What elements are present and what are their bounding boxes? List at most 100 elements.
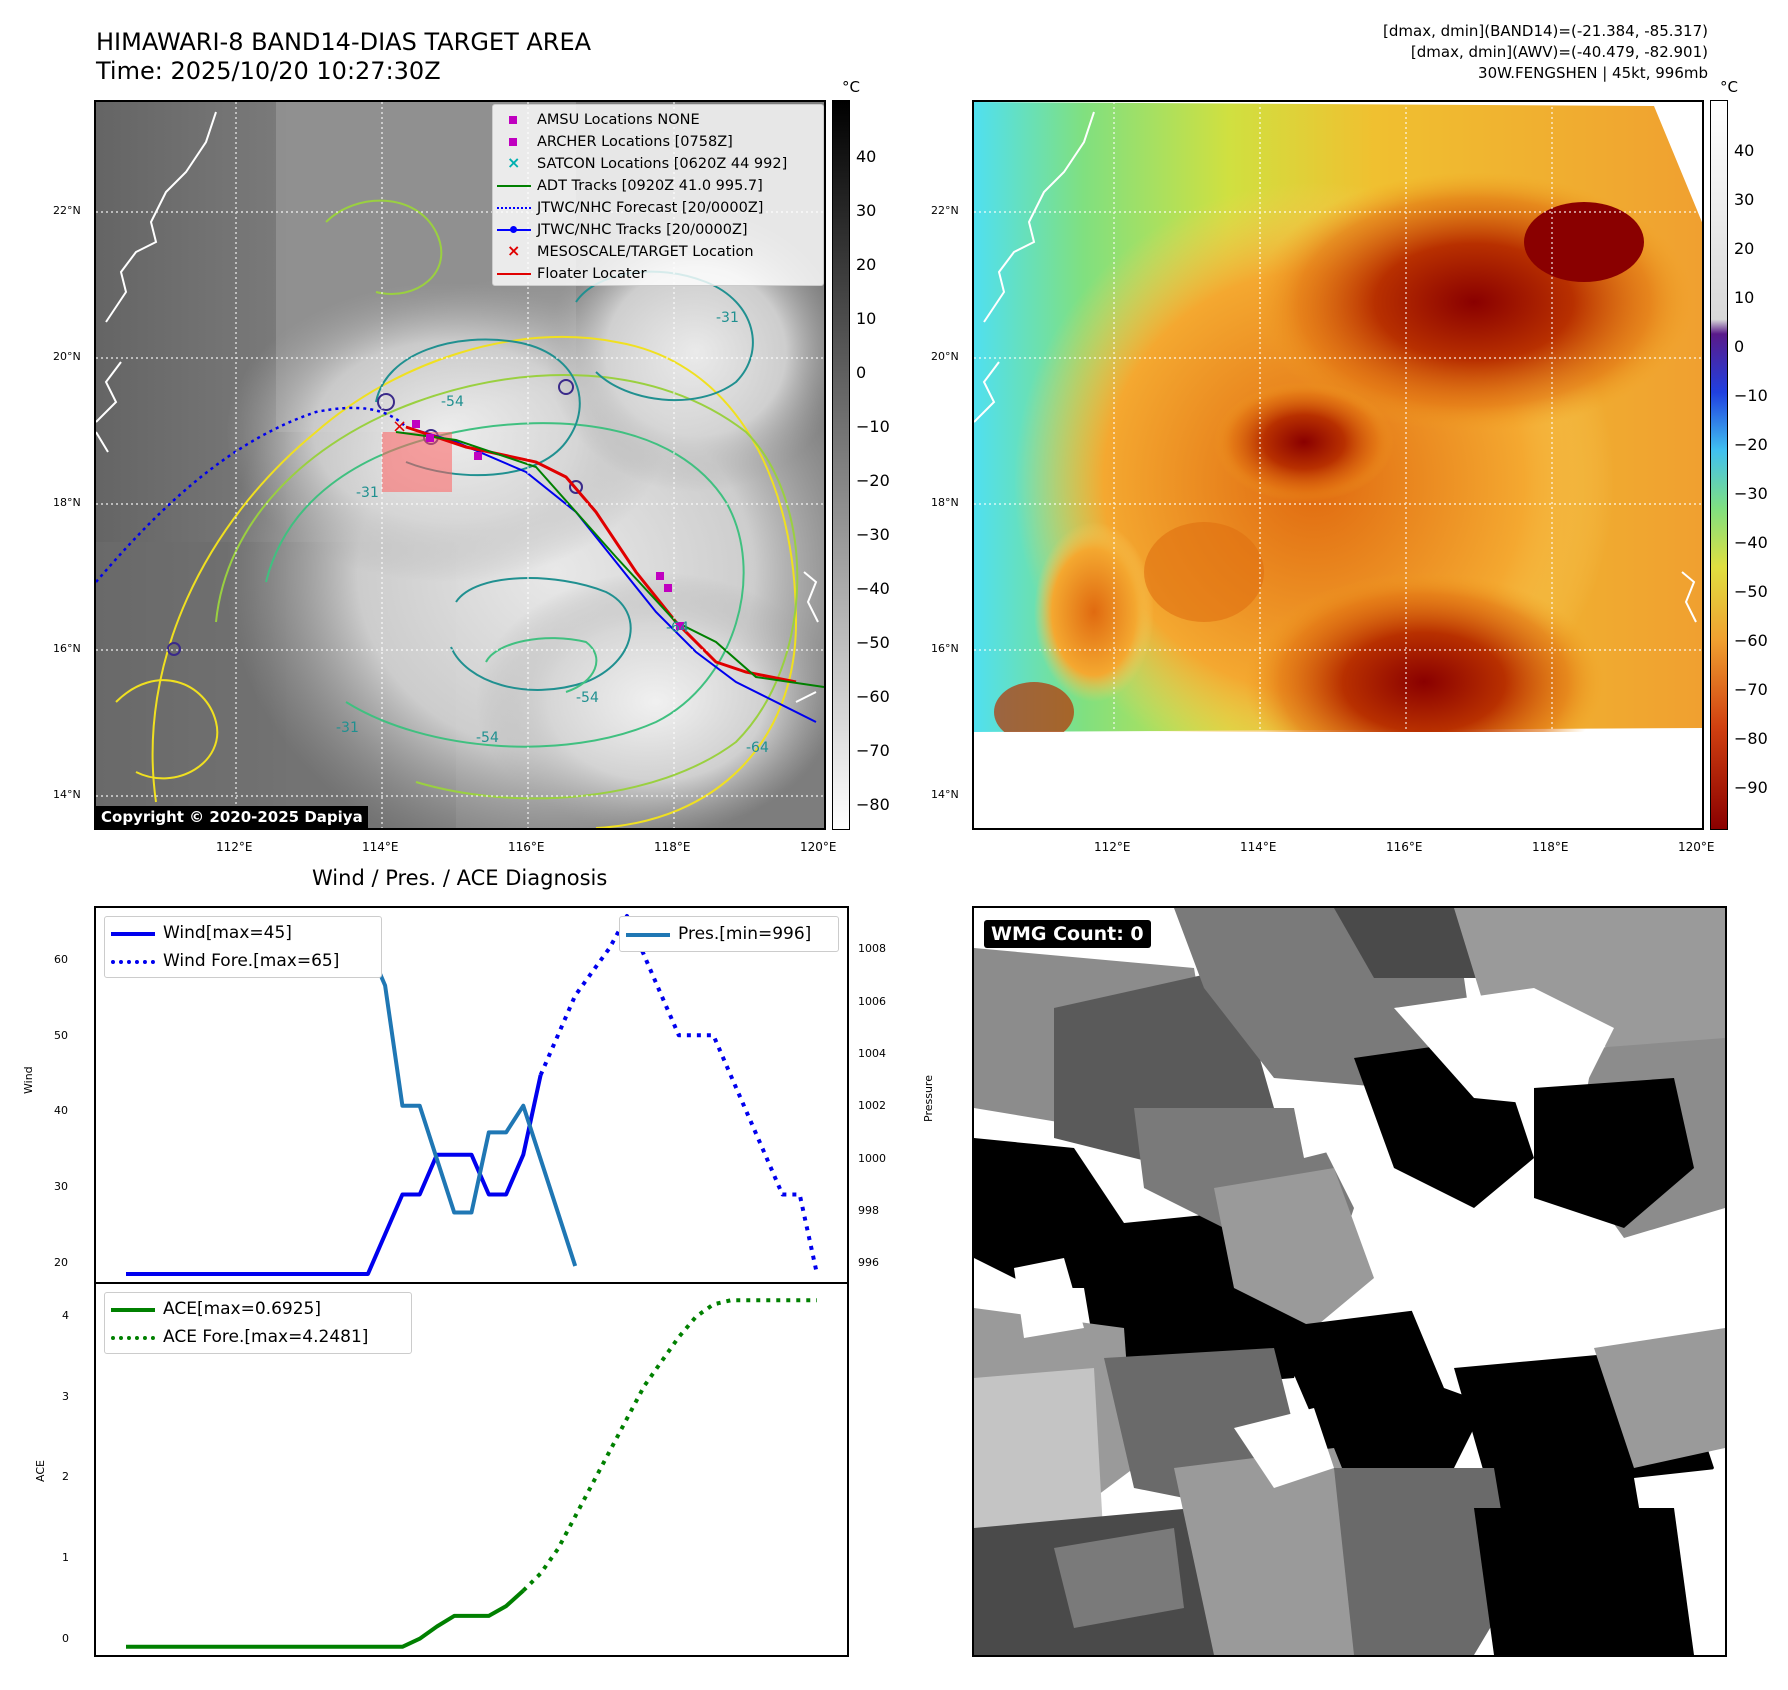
contour-label: -54 (576, 690, 599, 706)
lat-tick: 22°N (53, 204, 81, 217)
wind-legend: Wind[max=45] Wind Fore.[max=65] (104, 916, 382, 978)
pres-tick: 1008 (858, 942, 886, 955)
x-marker-icon: × (507, 241, 521, 260)
cb-tick: −10 (856, 417, 890, 436)
pressure-ylabel: Pressure (922, 1075, 935, 1122)
wind-tick: 20 (54, 1256, 68, 1269)
ace-tick: 3 (62, 1390, 69, 1403)
lat-tick: 22°N (931, 204, 959, 217)
cb-tick: −50 (856, 633, 890, 652)
contour-label: -31 (356, 485, 379, 501)
wmg-panel: WMG Count: 0 (972, 906, 1727, 1657)
pres-tick: 1006 (858, 995, 886, 1008)
cb-tick: −40 (1734, 533, 1768, 552)
wind-ylabel: Wind (22, 1066, 35, 1094)
svg-text:×: × (392, 416, 407, 437)
ace-legend: ACE[max=0.6925] ACE Fore.[max=4.2481] (104, 1292, 412, 1354)
cb-tick: 0 (1734, 337, 1745, 356)
ace-tick: 2 (62, 1470, 69, 1483)
wmg-count-badge: WMG Count: 0 (984, 920, 1151, 948)
contour-label: -31 (336, 720, 359, 736)
lon-tick: 118°E (1532, 840, 1569, 854)
legend-item-tracks: JTWC/NHC Tracks [20/0000Z] (493, 219, 748, 241)
cb-tick: −70 (1734, 680, 1768, 699)
legend-ace: ACE[max=0.6925] (105, 1296, 321, 1322)
wind-tick: 50 (54, 1029, 68, 1042)
pres-tick: 1004 (858, 1047, 886, 1060)
info-awv: [dmax, dmin](AWV)=(-40.479, -82.901) (1410, 43, 1708, 61)
cb-tick: −30 (1734, 484, 1768, 503)
solid-line-icon (111, 1308, 155, 1312)
contour-label: -31 (716, 310, 739, 326)
legend-item-satcon: × SATCON Locations [0620Z 44 992] (507, 153, 788, 172)
cb-tick: −90 (1734, 778, 1768, 797)
lat-tick: 20°N (53, 350, 81, 363)
square-marker-icon (509, 116, 517, 124)
lon-tick: 116°E (508, 840, 545, 854)
x-marker-icon: × (507, 153, 521, 172)
time-stamp: Time: 2025/10/20 10:27:30Z (96, 57, 441, 85)
lon-tick: 116°E (1386, 840, 1423, 854)
cb-tick: 10 (856, 309, 877, 328)
cb-tick: −60 (1734, 631, 1768, 650)
lat-tick: 18°N (53, 496, 81, 509)
line-dot-marker-icon (510, 226, 517, 233)
lon-tick: 112°E (216, 840, 253, 854)
cb-tick: 40 (856, 147, 877, 166)
page-title: HIMAWARI-8 BAND14-DIAS TARGET AREA (96, 28, 592, 56)
cb-tick: 30 (856, 201, 877, 220)
ace-plot (126, 1298, 817, 1649)
cb-tick: 30 (1734, 190, 1755, 209)
square-marker-icon (509, 138, 517, 146)
cb-tick: −80 (1734, 729, 1768, 748)
legend-ace-fore: ACE Fore.[max=4.2481] (105, 1324, 368, 1350)
colorbar-right (1710, 100, 1728, 830)
lon-tick: 112°E (1094, 840, 1131, 854)
cb-tick: −30 (856, 525, 890, 544)
cb-tick: −20 (856, 471, 890, 490)
legend-wind-fore: Wind Fore.[max=65] (105, 948, 339, 974)
awv-image (974, 102, 1702, 828)
cb-tick: −80 (856, 795, 890, 814)
ace-series-line-1 (521, 1298, 817, 1593)
legend-item-forecast: JTWC/NHC Forecast [20/0000Z] (493, 197, 763, 219)
series-line-1 (538, 914, 819, 1275)
lat-tick: 16°N (53, 642, 81, 655)
cb-tick: 20 (1734, 239, 1755, 258)
lon-tick: 120°E (800, 840, 837, 854)
cb-tick: −50 (1734, 582, 1768, 601)
legend-wind: Wind[max=45] (105, 920, 292, 946)
map-legend: AMSU Locations NONE ARCHER Locations [07… (492, 104, 824, 286)
dotted-line-icon (111, 1336, 155, 1340)
info-storm: 30W.FENGSHEN | 45kt, 996mb (1478, 64, 1708, 82)
cb-tick: −40 (856, 579, 890, 598)
lat-tick: 14°N (53, 788, 81, 801)
lon-tick: 118°E (654, 840, 691, 854)
series-line-0 (126, 1074, 543, 1276)
pres-tick: 996 (858, 1256, 879, 1269)
contour-label: -54 (441, 394, 464, 410)
legend-pres: Pres.[min=996] (620, 921, 811, 947)
target-area-box (382, 432, 452, 492)
forecast-track-line (96, 406, 407, 583)
solid-line-icon (626, 933, 670, 937)
legend-item-mesoscale: × MESOSCALE/TARGET Location (507, 241, 754, 260)
wind-tick: 60 (54, 953, 68, 966)
ace-panel: ACE[max=0.6925] ACE Fore.[max=4.2481] (94, 1282, 849, 1657)
info-band14: [dmax, dmin](BAND14)=(-21.384, -85.317) (1383, 22, 1708, 40)
cb-tick: 0 (856, 363, 867, 382)
cb-tick: −10 (1734, 386, 1768, 405)
diagnosis-title: Wind / Pres. / ACE Diagnosis (312, 866, 608, 890)
legend-item-floater: Floater Locater (493, 263, 646, 285)
cb-tick: 40 (1734, 141, 1755, 160)
pres-tick: 1002 (858, 1099, 886, 1112)
lat-tick: 20°N (931, 350, 959, 363)
legend-item-amsu: AMSU Locations NONE (493, 109, 700, 131)
lon-tick: 120°E (1678, 840, 1715, 854)
awv-map (972, 100, 1704, 830)
ace-tick: 4 (62, 1309, 69, 1322)
ace-series-line-0 (126, 1589, 525, 1649)
cb-tick: −20 (1734, 435, 1768, 454)
wind-tick: 40 (54, 1104, 68, 1117)
contour-label: -54 (476, 730, 499, 746)
